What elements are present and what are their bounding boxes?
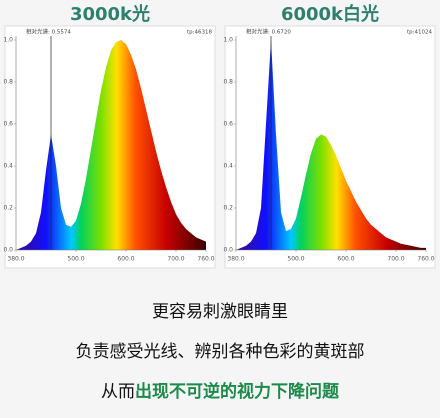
- caption-highlight: 出现不可逆的视力下降问题: [135, 381, 340, 402]
- x-tick-label: 700.0: [167, 256, 184, 263]
- y-tick-label: 0.8: [3, 79, 13, 86]
- y-tick-label: 0.2: [223, 205, 233, 212]
- x-tick-label: 500.0: [287, 256, 304, 263]
- y-tick-label: 0.6: [223, 121, 233, 128]
- y-tick-label: 0.8: [223, 79, 233, 86]
- x-tick-label: 700.0: [387, 256, 404, 263]
- y-tick-label: 0.4: [223, 163, 233, 170]
- y-tick-label: 0.6: [3, 121, 13, 128]
- annotation: 相对光谱: 0.5574: [26, 28, 71, 36]
- x-tick-label: 380.0: [227, 256, 244, 263]
- caption: 从而出现不可逆的视力下降问题: [101, 381, 340, 402]
- annotation: tp:41024: [407, 30, 432, 36]
- y-tick-label: 0.0: [223, 247, 233, 254]
- y-tick-label: 0.2: [3, 205, 13, 212]
- caption: 负责感受光线、辨别各种色彩的黄斑部: [76, 342, 365, 362]
- x-tick-label: 500.0: [67, 256, 84, 263]
- y-tick-label: 1.0: [223, 37, 233, 44]
- x-tick-label: 600.0: [337, 256, 354, 263]
- chart-title: 6000k白光: [281, 3, 379, 25]
- x-tick-label: 380.0: [7, 256, 24, 263]
- spectrum-area: [16, 40, 206, 250]
- x-tick-label: 760.0: [197, 256, 214, 263]
- y-tick-label: 0.0: [3, 247, 13, 254]
- caption: 更容易刺激眼睛里: [152, 302, 288, 322]
- y-tick-label: 1.0: [3, 37, 13, 44]
- y-tick-label: 0.4: [3, 163, 13, 170]
- chart-title: 3000k光: [70, 3, 150, 25]
- x-tick-label: 600.0: [117, 256, 134, 263]
- annotation: 相对光谱: 0.6720: [246, 28, 291, 36]
- annotation: tp:46318: [187, 30, 212, 36]
- caption-lead: 从而: [101, 382, 135, 402]
- x-tick-label: 760.0: [417, 256, 434, 263]
- spectrum-area: [236, 40, 426, 250]
